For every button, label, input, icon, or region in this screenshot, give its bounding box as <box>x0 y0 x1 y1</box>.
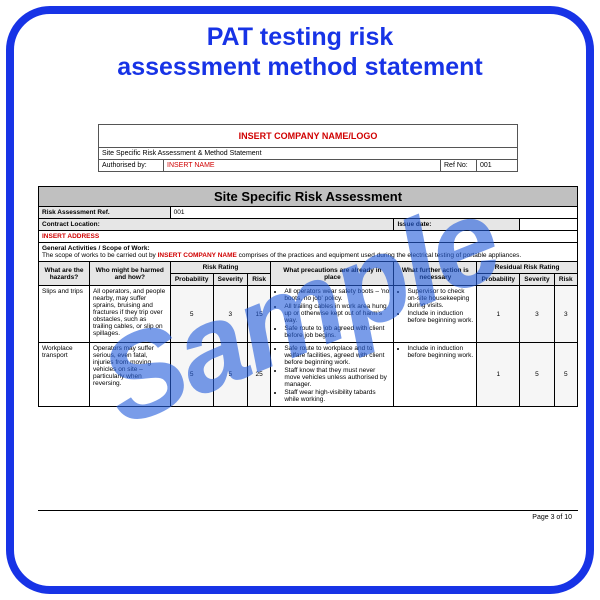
cell-rp: 1 <box>477 286 520 343</box>
cell-further: Supervisor to check on-site housekeeping… <box>394 286 477 343</box>
risk-assessment-table: Site Specific Risk Assessment Risk Asses… <box>38 186 578 407</box>
refno-label: Ref No: <box>441 160 477 171</box>
cell-rs: 3 <box>520 286 554 343</box>
col-sev: Severity <box>213 274 247 286</box>
authorised-value: INSERT NAME <box>164 160 441 171</box>
scope-insert: INSERT COMPANY NAME <box>158 252 237 259</box>
cell-precautions: All operators wear safety boots – 'no bo… <box>271 286 394 343</box>
cell-precautions: Safe route to workplace and to welfare f… <box>271 343 394 407</box>
col-rrisk: Risk <box>554 274 577 286</box>
refno-value: 001 <box>477 160 517 171</box>
cell-p: 5 <box>170 286 213 343</box>
page-title: PAT testing risk assessment method state… <box>14 22 586 82</box>
col-further: What further action is necessary <box>394 262 477 286</box>
list-item: Supervisor to check on-site housekeeping… <box>407 288 473 309</box>
cell-r: 15 <box>247 286 270 343</box>
col-who: Who might be harmed and how? <box>89 262 170 286</box>
scope-text-b: comprises of the practices and equipment… <box>237 252 521 259</box>
cell-further: Include in induction before beginning wo… <box>394 343 477 407</box>
company-placeholder: INSERT COMPANY NAME/LOGO <box>99 125 517 148</box>
list-item: Safe route to workplace and to welfare f… <box>284 345 390 366</box>
cell-rs: 5 <box>520 343 554 407</box>
list-item: Staff wear high-visibility tabards while… <box>284 389 390 403</box>
col-risk: Risk <box>247 274 270 286</box>
list-item: Safe route to job agreed with client bef… <box>284 325 390 339</box>
document-header-box: INSERT COMPANY NAME/LOGO Site Specific R… <box>98 124 518 172</box>
cell-rp: 1 <box>477 343 520 407</box>
address-placeholder: INSERT ADDRESS <box>39 231 578 243</box>
cell-s: 3 <box>213 286 247 343</box>
col-residual-group: Residual Risk Rating <box>477 262 578 274</box>
cell-p: 5 <box>170 343 213 407</box>
cell-who: All operators, and people nearby, may su… <box>89 286 170 343</box>
title-line-1: PAT testing risk <box>207 23 394 51</box>
table-title: Site Specific Risk Assessment <box>39 187 578 207</box>
list-item: All trailing cables in work area hung up… <box>284 303 390 324</box>
cell-rr: 5 <box>554 343 577 407</box>
title-line-2: assessment method statement <box>117 53 482 81</box>
col-prob: Probability <box>170 274 213 286</box>
page-footer: Page 3 of 10 <box>38 510 578 524</box>
doc-subtitle: Site Specific Risk Assessment & Method S… <box>99 148 517 159</box>
cell-rr: 3 <box>554 286 577 343</box>
ref-value: 001 <box>170 207 577 219</box>
document-frame: PAT testing risk assessment method state… <box>6 6 594 594</box>
col-hazards: What are the hazards? <box>39 262 90 286</box>
list-item: Include in induction before beginning wo… <box>407 345 473 359</box>
scope-label: General Activities / Scope of Work: <box>42 245 150 252</box>
list-item: Include in induction before beginning wo… <box>407 310 473 324</box>
scope-text-a: The scope of works to be carried out by <box>42 252 158 259</box>
scope-cell: General Activities / Scope of Work: The … <box>39 243 578 262</box>
cell-s: 5 <box>213 343 247 407</box>
issue-value <box>520 219 578 231</box>
issue-label: Issue date: <box>394 219 520 231</box>
contract-label: Contract Location: <box>39 219 394 231</box>
list-item: Staff know that they must never move veh… <box>284 367 390 388</box>
authorised-label: Authorised by: <box>99 160 164 171</box>
list-item: All operators wear safety boots – 'no bo… <box>284 288 390 302</box>
cell-who: Operators may suffer serious, even fatal… <box>89 343 170 407</box>
table-row: Slips and trips All operators, and peopl… <box>39 286 578 343</box>
col-precautions: What precautions are already in place <box>271 262 394 286</box>
cell-hazard: Slips and trips <box>39 286 90 343</box>
document-preview: INSERT COMPANY NAME/LOGO Site Specific R… <box>38 124 578 524</box>
col-rating-group: Risk Rating <box>170 262 271 274</box>
ref-label: Risk Assessment Ref. <box>39 207 171 219</box>
col-rsev: Severity <box>520 274 554 286</box>
cell-r: 25 <box>247 343 270 407</box>
cell-hazard: Workplace transport <box>39 343 90 407</box>
table-row: Workplace transport Operators may suffer… <box>39 343 578 407</box>
col-rprob: Probability <box>477 274 520 286</box>
